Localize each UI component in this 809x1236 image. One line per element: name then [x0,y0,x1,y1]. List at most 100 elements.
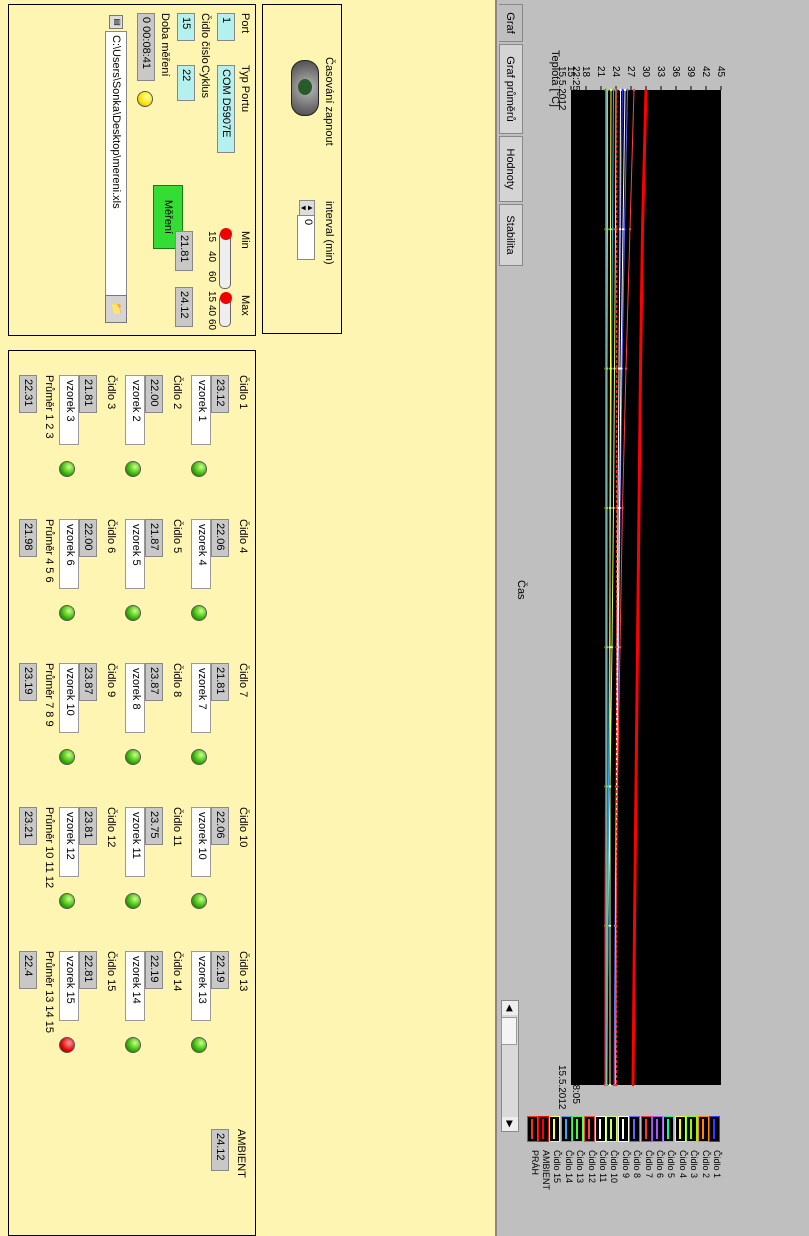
port-label: Port [239,13,251,34]
sample-field[interactable]: vzorek 11 [125,807,145,877]
legend-line [530,1119,533,1139]
sample-field[interactable]: vzorek 8 [125,663,145,733]
sample-field[interactable]: vzorek 13 [191,951,211,1021]
average-label: Průměr 13 14 15 [43,951,55,1033]
legend-label: Čidlo 9 [620,1150,631,1179]
port-field[interactable]: 1 [217,13,235,41]
legend-line [553,1119,556,1139]
x-start-date: 15.5.2012 [556,66,567,111]
interval-input[interactable]: 0 [297,215,315,260]
data-point [615,1083,618,1087]
sample-field[interactable]: vzorek 12 [59,807,79,877]
sensor-label: Čidlo 4 [237,519,249,554]
max-thermometer-bulb [220,292,232,304]
y-tick-label: 45 [715,66,726,78]
data-point [609,367,612,370]
sample-field[interactable]: vzorek 3 [59,375,79,445]
legend-item[interactable]: Čidlo 9 [617,1090,631,1230]
legend-item[interactable]: Čidlo 8 [629,1090,642,1230]
sensor-value: 22.00 [145,375,163,413]
browse-folder-icon[interactable]: 📁 [105,295,127,323]
min-tick-60: 60 [206,271,217,283]
legend-swatch [617,1116,629,1142]
legend-item[interactable]: Čidlo 15 [549,1090,562,1230]
sample-field[interactable]: vzorek 10 [59,663,79,733]
status-led [125,1037,141,1053]
sensor-value: 22.81 [79,951,97,989]
legend-swatch [560,1116,572,1142]
legend-item[interactable]: Čidlo 3 [686,1090,699,1230]
duration-label: Doba měření [159,13,171,77]
legend-item[interactable]: Čidlo 13 [572,1090,585,1230]
legend-label: Čidlo 6 [655,1150,665,1179]
sensor-value: 23.12 [211,375,229,413]
legend-line [633,1119,636,1139]
config-panel: Port 1 Typ Portu COM D5907E Čidlo číslo … [8,4,256,336]
legend-label: Čidlo 11 [598,1150,608,1183]
port-type-field[interactable]: COM D5907E [217,65,235,153]
data-point [632,88,636,92]
y-tick-label: 27 [625,66,636,78]
interval-label: interval (min) [323,201,335,265]
sample-field[interactable]: vzorek 1 [191,375,211,445]
sample-field[interactable]: vzorek 7 [191,663,211,733]
data-point [615,506,618,510]
sample-field[interactable]: vzorek 2 [125,375,145,445]
path-field[interactable]: C:\Users\Sonka\Desktop\mereni.xls [105,31,127,296]
sample-field[interactable]: vzorek 14 [125,951,145,1021]
data-point [623,88,627,92]
sensor-no-field[interactable]: 15 [177,13,195,41]
scroll-right-button[interactable]: ▶ [502,1117,518,1131]
legend-item[interactable]: Čidlo 10 [606,1090,619,1230]
legend-line [678,1119,681,1139]
legend-item[interactable]: Čidlo 11 [595,1090,608,1230]
y-tick-label: 36 [670,66,681,78]
timer-toggle[interactable] [291,60,319,116]
legend-line [599,1119,601,1139]
legend-item[interactable]: Čidlo 1 [709,1090,722,1230]
legend-swatch [640,1116,652,1142]
status-led [191,749,207,765]
legend-label: Čidlo 7 [643,1150,654,1179]
legend-item[interactable]: Čidlo 12 [583,1090,597,1230]
cycle-field[interactable]: 22 [177,65,195,101]
sample-field[interactable]: vzorek 5 [125,519,145,589]
max-tick-40: 40 [206,305,217,317]
data-point [619,88,622,92]
interval-stepper[interactable]: ▲ ▼ [299,200,315,216]
data-point [617,367,621,370]
legend-item[interactable]: Čidlo 4 [674,1090,688,1230]
status-led [125,749,141,765]
legend-item[interactable]: Čidlo 6 [652,1090,665,1230]
scroll-left-button[interactable]: ◀ [502,1001,518,1015]
y-tick-label: 24 [610,66,621,78]
legend-item[interactable]: PRÁH [526,1090,540,1230]
legend-item[interactable]: Čidlo 5 [663,1090,676,1230]
scroll-thumb[interactable] [501,1017,517,1045]
data-point [621,506,624,510]
data-point [639,367,642,370]
legend-item[interactable]: AMBIENT [538,1090,551,1230]
sensor-label: Čidlo 12 [105,807,117,848]
legend-item[interactable]: Čidlo 14 [560,1090,574,1230]
legend-item[interactable]: Čidlo 2 [697,1090,711,1230]
status-led [59,1037,75,1053]
sample-field[interactable]: vzorek 15 [59,951,79,1021]
legend-swatch [583,1116,595,1142]
data-point [615,228,618,231]
legend-label: Čidlo 4 [677,1150,688,1179]
sample-field[interactable]: vzorek 4 [191,519,211,589]
x-scrollbar[interactable]: ◀ ▶ [501,1000,519,1132]
sample-field[interactable]: vzorek 10 [191,807,211,877]
legend-line [610,1119,613,1139]
sample-field[interactable]: vzorek 6 [59,519,79,589]
legend-item[interactable]: Čidlo 7 [640,1090,654,1230]
sensor-value: 22.19 [145,951,163,989]
duration-field: 0 00:08:41 [137,13,155,81]
legend-swatch [595,1116,606,1142]
data-point [621,228,625,231]
y-tick-label: 21 [595,66,606,78]
data-point [605,1083,609,1087]
data-point [615,924,618,927]
data-point [636,646,639,649]
